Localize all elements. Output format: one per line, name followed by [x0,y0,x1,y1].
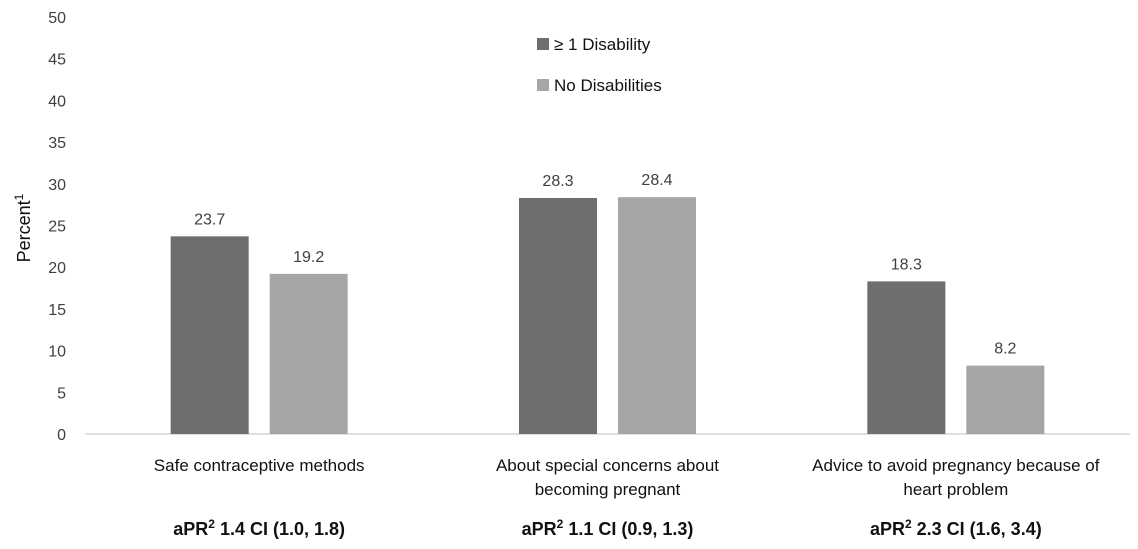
data-label: 23.7 [194,211,225,228]
y-tick-label: 50 [48,10,66,27]
data-label: 8.2 [994,341,1016,358]
y-axis-label: Percent1 [12,193,34,262]
bar [618,197,696,434]
legend: ≥ 1 Disability No Disabilities [537,35,662,95]
y-tick-label: 45 [48,52,66,69]
y-tick-label: 10 [48,344,66,361]
category-label: becoming pregnant [535,480,681,499]
data-label: 28.3 [542,173,573,190]
apr-annotations: aPR2 1.4 CI (1.0, 1.8) aPR2 1.1 CI (0.9, … [173,517,1041,539]
category-label: Safe contraceptive methods [154,456,365,475]
data-label: 19.2 [293,249,324,266]
y-tick-label: 20 [48,260,66,277]
legend-label: No Disabilities [554,76,662,95]
apr-annotation: aPR2 2.3 CI (1.6, 3.4) [870,517,1042,539]
y-tick-label: 30 [48,177,66,194]
bar [519,197,597,434]
category-label: About special concerns about [496,456,719,475]
y-tick-label: 5 [57,385,66,402]
legend-swatch [537,38,549,50]
bar [170,236,249,434]
data-label: 28.4 [641,172,672,189]
y-tick-label: 15 [48,302,66,319]
legend-label: ≥ 1 Disability [554,35,651,54]
category-label: heart problem [903,480,1008,499]
bar [966,365,1045,434]
apr-annotation: aPR2 1.1 CI (0.9, 1.3) [522,517,694,539]
y-tick-label: 35 [48,135,66,152]
apr-annotation: aPR2 1.4 CI (1.0, 1.8) [173,517,345,539]
data-label: 18.3 [891,256,922,273]
category-label: Advice to avoid pregnancy because of [812,456,1100,475]
bar [867,281,946,434]
y-tick-label: 0 [57,427,66,444]
bar [269,273,348,434]
y-axis: 0 5 10 15 20 25 30 35 40 45 50 [48,10,66,444]
y-tick-label: 25 [48,219,66,236]
category-labels: Safe contraceptive methods About special … [154,456,1100,499]
bars: 23.7 19.2 28.3 28.4 18.3 8.2 [170,172,1045,434]
legend-swatch [537,79,549,91]
y-axis-title: Percent1 [12,193,34,262]
y-tick-label: 40 [48,93,66,110]
